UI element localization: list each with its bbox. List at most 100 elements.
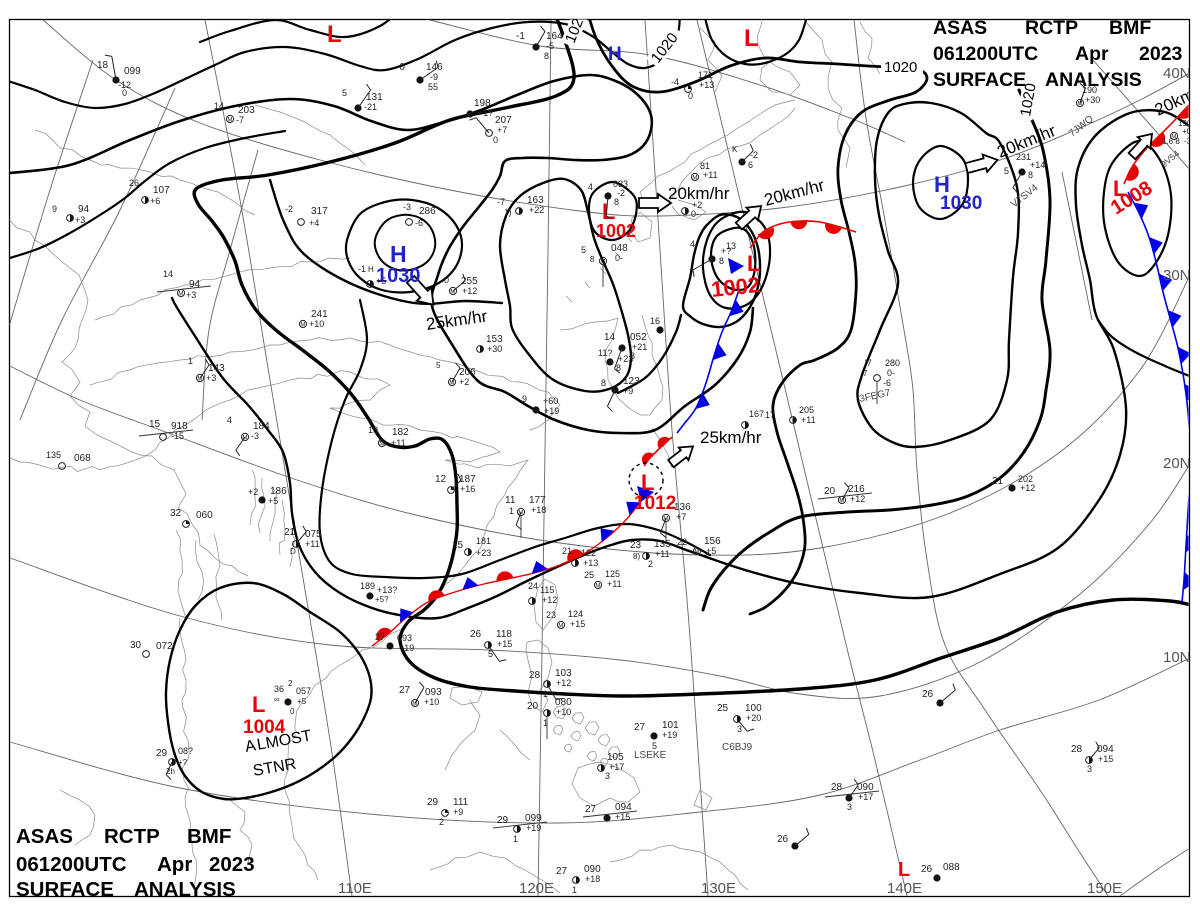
svg-text:177: 177 — [529, 495, 546, 506]
svg-text:29: 29 — [497, 815, 509, 826]
svg-text:+12: +12 — [850, 494, 865, 504]
svg-text:0: 0 — [122, 88, 127, 98]
svg-text:1: 1 — [572, 885, 577, 895]
svg-text:1: 1 — [543, 718, 548, 728]
svg-text:0: 0 — [688, 91, 693, 101]
svg-text:23: 23 — [546, 610, 556, 620]
svg-text:8: 8 — [590, 255, 595, 264]
svg-text:+19: +19 — [526, 823, 541, 833]
svg-text:202: 202 — [1018, 474, 1033, 484]
svg-text:H: H — [368, 265, 374, 274]
svg-text:11: 11 — [505, 495, 516, 506]
svg-text:26: 26 — [470, 629, 482, 640]
svg-text:060: 060 — [196, 510, 213, 521]
svg-text:19: 19 — [368, 425, 378, 435]
svg-text:D: D — [290, 547, 296, 556]
svg-text:146: 146 — [426, 62, 443, 73]
svg-text:18: 18 — [97, 60, 109, 71]
svg-text:6: 6 — [748, 160, 753, 170]
svg-text:-7: -7 — [497, 197, 505, 207]
svg-text:M: M — [1077, 102, 1082, 108]
svg-text:135: 135 — [46, 450, 61, 460]
svg-text:+19: +19 — [544, 406, 559, 416]
svg-text:111: 111 — [453, 797, 469, 808]
svg-text:206: 206 — [459, 367, 476, 378]
svg-text:093: 093 — [397, 633, 412, 643]
svg-text:205: 205 — [799, 405, 814, 415]
svg-text:+11: +11 — [305, 539, 320, 549]
svg-text:M: M — [379, 442, 384, 448]
svg-text:-6: -6 — [415, 218, 423, 228]
svg-text:-4: -4 — [671, 77, 679, 87]
svg-text:*): *) — [505, 207, 512, 217]
svg-text:L: L — [641, 470, 654, 495]
svg-text:+13?: +13? — [377, 585, 397, 595]
svg-text:08?: 08? — [178, 746, 193, 756]
svg-text:16: 16 — [650, 316, 660, 326]
svg-text:SURFACE: SURFACE — [16, 878, 114, 901]
svg-text:093: 093 — [425, 687, 442, 698]
svg-text:30N: 30N — [1163, 267, 1191, 284]
svg-text:189: 189 — [360, 581, 375, 591]
svg-text:7: 7 — [863, 369, 868, 378]
svg-text:+11: +11 — [391, 438, 406, 448]
svg-text:+?: +? — [178, 758, 188, 767]
svg-text:125: 125 — [605, 569, 620, 579]
svg-text:+17: +17 — [858, 792, 873, 802]
svg-text:+16: +16 — [460, 484, 475, 494]
svg-text:1002: 1002 — [710, 272, 761, 302]
svg-text:RCTP: RCTP — [1025, 17, 1078, 39]
svg-text:061200UTC: 061200UTC — [933, 43, 1038, 65]
svg-text:+19: +19 — [399, 643, 414, 653]
svg-text:+13: +13 — [699, 80, 714, 90]
svg-text:M: M — [197, 377, 202, 383]
svg-text:-3: -3 — [1184, 137, 1192, 146]
svg-text:+5: +5 — [376, 276, 386, 286]
svg-text:+3: +3 — [206, 373, 216, 383]
svg-text:122: 122 — [581, 548, 596, 558]
svg-text:-7: -7 — [236, 115, 244, 125]
svg-text:30: 30 — [130, 640, 142, 651]
svg-text:55: 55 — [428, 82, 438, 92]
svg-text:+9: +9 — [453, 807, 463, 817]
svg-text:8: 8 — [614, 197, 619, 207]
svg-text:100: 100 — [745, 703, 762, 714]
svg-text:M: M — [227, 118, 232, 124]
svg-text:033: 033 — [613, 179, 628, 189]
svg-text:15: 15 — [149, 419, 161, 430]
svg-text:+7: +7 — [676, 512, 686, 522]
svg-text:090: 090 — [584, 864, 601, 875]
svg-text:+3: +3 — [186, 290, 196, 300]
svg-text:M: M — [839, 499, 844, 505]
svg-text:+30: +30 — [487, 344, 502, 354]
svg-text:2: 2 — [288, 679, 293, 688]
svg-text:+5?: +5? — [375, 595, 389, 604]
svg-text:280: 280 — [885, 358, 900, 368]
svg-text:+23: +23 — [618, 354, 633, 364]
svg-text:+12: +12 — [462, 286, 477, 296]
svg-text:Apr: Apr — [1075, 43, 1109, 65]
svg-text:ASAS: ASAS — [16, 825, 73, 848]
svg-text:+5: +5 — [297, 697, 307, 706]
svg-text:-15: -15 — [171, 431, 184, 441]
svg-text:+18: +18 — [531, 505, 546, 515]
svg-text:20: 20 — [527, 701, 539, 712]
svg-text:+15: +15 — [497, 639, 512, 649]
svg-text:317: 317 — [311, 206, 328, 217]
svg-text:130E: 130E — [701, 880, 736, 897]
svg-text:115: 115 — [540, 585, 554, 595]
svg-text:186: 186 — [270, 486, 287, 497]
svg-text:101: 101 — [662, 720, 679, 731]
svg-text:231: 231 — [1016, 152, 1031, 162]
svg-text:21: 21 — [562, 546, 572, 556]
svg-text:182: 182 — [392, 427, 409, 438]
svg-text:M: M — [694, 550, 699, 556]
svg-text:M: M — [178, 292, 183, 298]
svg-text:+2: +2 — [692, 200, 702, 210]
svg-text:918: 918 — [171, 421, 188, 432]
svg-text:K: K — [732, 145, 738, 154]
svg-text:+1?: +1? — [478, 108, 493, 118]
svg-text:+2: +2 — [459, 377, 469, 387]
svg-text:190: 190 — [1082, 85, 1097, 95]
svg-text:+17: +17 — [609, 762, 624, 772]
